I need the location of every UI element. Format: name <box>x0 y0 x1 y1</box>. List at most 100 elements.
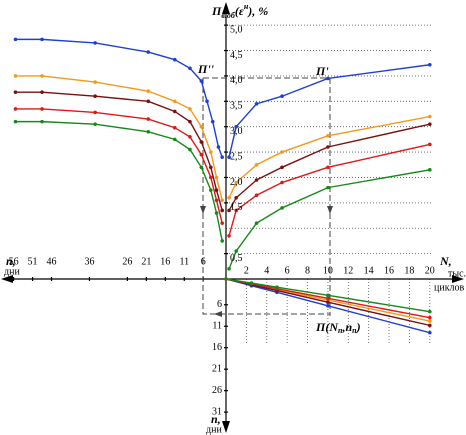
y-label-lower: дни <box>206 424 222 435</box>
x-tick-label: 14 <box>364 265 374 276</box>
point <box>172 109 177 114</box>
y-label-lower: n, <box>211 412 221 426</box>
point <box>280 150 284 154</box>
point <box>249 281 254 285</box>
y-tick-label: 1,5 <box>230 202 243 213</box>
point <box>326 185 330 190</box>
curve <box>228 115 430 199</box>
point <box>220 239 225 243</box>
curve <box>228 123 430 211</box>
point <box>209 165 213 170</box>
point <box>146 50 151 54</box>
point <box>172 57 177 62</box>
point <box>214 211 219 215</box>
point <box>254 162 259 167</box>
y-tick-label: 4,5 <box>230 50 243 61</box>
y-tick-label: 26 <box>212 385 222 396</box>
point <box>280 94 284 99</box>
point <box>428 319 432 323</box>
point <box>214 175 219 180</box>
curve <box>15 91 223 211</box>
point <box>254 178 259 182</box>
annotation-part: ,n <box>341 320 352 334</box>
point <box>205 99 209 104</box>
point <box>280 165 284 170</box>
point <box>93 41 97 45</box>
point <box>275 285 279 289</box>
point <box>93 122 97 126</box>
y-tick-label: 5,0 <box>230 24 243 35</box>
point <box>93 80 97 84</box>
point <box>209 188 213 192</box>
point <box>172 99 177 104</box>
point <box>227 155 231 159</box>
annotation: П'' <box>197 62 215 76</box>
point <box>227 195 231 200</box>
guide-lines <box>202 77 331 316</box>
x-label-left: n, <box>6 254 16 268</box>
y-label-open: (ε <box>235 4 244 18</box>
point <box>93 94 97 99</box>
point <box>428 330 432 335</box>
point <box>13 90 18 94</box>
point <box>40 107 44 111</box>
y-tick-label: 2,0 <box>230 177 243 188</box>
point <box>40 90 44 94</box>
curve <box>15 108 223 224</box>
axes <box>4 8 460 430</box>
x-tick-label: 36 <box>84 256 94 267</box>
point <box>227 234 231 238</box>
point <box>146 89 151 93</box>
point <box>13 119 18 124</box>
point <box>254 221 259 225</box>
point <box>326 296 330 301</box>
point <box>326 76 330 81</box>
y-tick-label: 31 <box>212 406 222 417</box>
point <box>40 37 44 42</box>
point <box>220 198 225 203</box>
y-tick-label: 2,5 <box>230 151 243 162</box>
y-tick-label: 11 <box>212 321 222 332</box>
point <box>220 155 225 159</box>
curve <box>15 75 223 201</box>
x-tick-label: 56 <box>9 256 19 267</box>
point <box>326 134 330 138</box>
point <box>326 145 330 149</box>
point <box>172 125 177 130</box>
x-label-right: тыс. <box>448 268 466 279</box>
annotation-part: П(N <box>315 320 339 334</box>
point <box>220 208 225 213</box>
point <box>428 323 432 328</box>
point <box>428 114 432 119</box>
point <box>188 107 192 111</box>
point <box>428 315 432 320</box>
point <box>146 99 151 104</box>
x-tick-label: 6 <box>285 265 290 276</box>
x-tick-label: 18 <box>404 265 414 276</box>
point <box>13 74 18 78</box>
x-label-left: дни <box>4 266 20 277</box>
y-tick-label: 0,5 <box>230 253 243 264</box>
y-tick-label: 3,0 <box>230 126 243 137</box>
point <box>428 122 432 126</box>
point <box>209 150 213 154</box>
curve <box>228 143 430 237</box>
point <box>209 175 213 180</box>
point <box>428 142 432 147</box>
point <box>199 140 204 144</box>
x-tick-label: 16 <box>160 256 170 267</box>
x-tick-label: 26 <box>122 256 132 267</box>
y-label-close: ), % <box>247 4 268 18</box>
point <box>214 198 219 203</box>
point <box>234 124 238 129</box>
x-tick-label: 21 <box>141 256 151 267</box>
curve <box>228 64 430 158</box>
y-label-main: П <box>211 4 222 18</box>
point <box>199 79 204 83</box>
point <box>254 193 259 198</box>
annotation: П(Nп,nп) <box>315 320 361 335</box>
point <box>326 293 330 298</box>
point <box>224 277 228 281</box>
